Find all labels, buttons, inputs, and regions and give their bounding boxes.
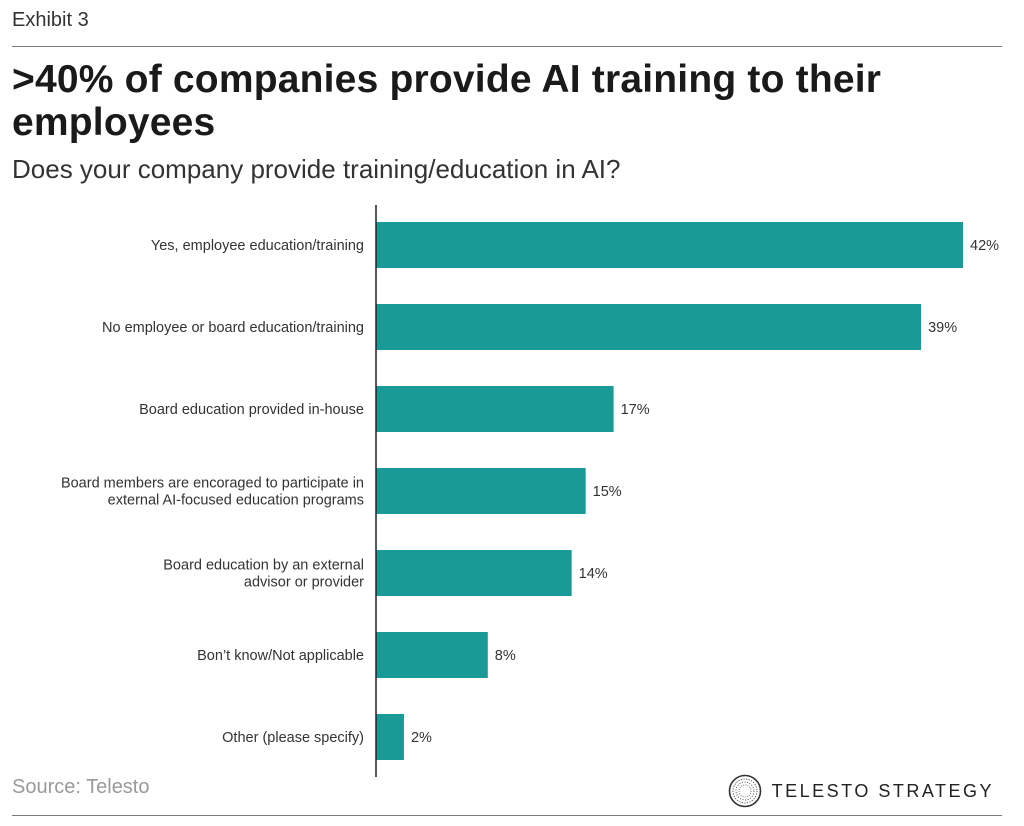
top-divider	[12, 46, 1002, 47]
concentric-circle-logo-icon	[728, 774, 761, 808]
brand-footer: TELESTO STRATEGY	[728, 774, 994, 808]
exhibit-label: Exhibit 3	[12, 9, 89, 31]
category-label: Board education provided in-house	[139, 402, 364, 418]
category-label: No employee or board education/training	[102, 320, 364, 336]
bar	[376, 386, 614, 432]
data-label: 39%	[928, 320, 957, 336]
bar	[376, 632, 488, 678]
category-label: Board education by an external advisor or…	[163, 558, 364, 591]
bottom-divider	[12, 815, 1002, 816]
data-label: 14%	[579, 566, 608, 582]
category-label: Board members are encoraged to participa…	[61, 476, 364, 509]
bar	[376, 304, 922, 350]
data-label: 15%	[593, 484, 622, 500]
category-label: Other (please specify)	[222, 730, 364, 746]
bar	[376, 468, 586, 514]
bar	[376, 550, 572, 596]
bar	[376, 714, 404, 760]
data-label: 8%	[495, 648, 516, 664]
data-label: 17%	[621, 402, 650, 418]
data-label: 2%	[411, 730, 432, 746]
category-label: Yes, employee education/training	[151, 238, 364, 254]
bar	[376, 222, 963, 268]
chart-title: >40% of companies provide AI training to…	[12, 58, 882, 144]
source-note: Source: Telesto	[12, 776, 150, 798]
data-label: 42%	[970, 238, 999, 254]
brand-name: TELESTO STRATEGY	[771, 780, 994, 801]
category-label: Bon’t know/Not applicable	[197, 648, 364, 664]
chart-subtitle: Does your company provide training/educa…	[12, 154, 621, 184]
